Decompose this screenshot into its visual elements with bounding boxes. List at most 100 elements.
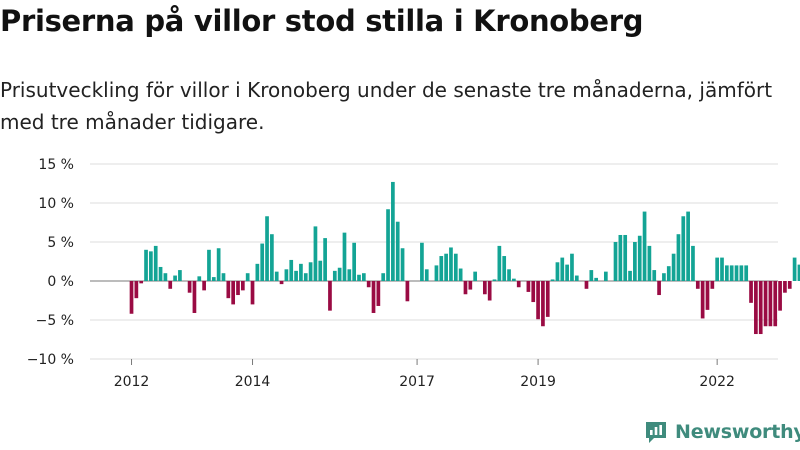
x-tick-label: 2022 — [699, 374, 735, 390]
bar — [395, 221, 400, 281]
bar — [773, 281, 778, 327]
bar — [729, 265, 734, 281]
bar — [603, 271, 608, 281]
bar — [778, 281, 782, 311]
bar — [734, 265, 739, 281]
bar — [376, 281, 381, 306]
bar — [236, 281, 240, 296]
bars — [129, 181, 800, 335]
bar — [366, 281, 371, 288]
bar — [541, 281, 545, 327]
bar — [531, 281, 536, 303]
bar — [657, 281, 661, 296]
bar — [686, 211, 690, 281]
bar — [270, 234, 274, 281]
bar — [284, 269, 289, 281]
bar — [449, 247, 453, 281]
bar — [482, 281, 487, 295]
bar — [226, 281, 231, 299]
bar — [357, 274, 361, 281]
bar — [221, 273, 226, 281]
bar — [352, 242, 357, 281]
bar — [797, 264, 800, 281]
bar — [149, 251, 153, 281]
bar — [473, 271, 478, 281]
bar — [565, 264, 569, 281]
bar — [231, 281, 236, 305]
bar — [555, 262, 560, 281]
bar — [328, 281, 332, 311]
newsworthy-logo[interactable]: Newsworthy — [643, 419, 800, 445]
bar — [308, 262, 313, 281]
bar — [783, 281, 787, 293]
bar — [787, 281, 792, 289]
bar — [768, 281, 773, 327]
bar — [671, 253, 676, 281]
y-tick-label: −5 % — [36, 313, 74, 329]
bar — [584, 281, 589, 289]
bar — [129, 281, 134, 314]
bar — [618, 234, 623, 281]
bar — [560, 257, 565, 281]
bar — [468, 281, 473, 290]
bar — [758, 281, 763, 335]
bar — [386, 209, 390, 281]
bar — [274, 271, 279, 281]
x-tick-label: 2012 — [114, 374, 150, 390]
bar — [749, 281, 753, 303]
y-axis-tick-labels: −10 % −5 % 0 % 5 % 10 % 15 % — [27, 157, 74, 368]
bar — [178, 270, 182, 281]
bar — [289, 259, 294, 281]
bar — [294, 270, 298, 281]
bar — [197, 276, 202, 281]
bar — [589, 270, 594, 281]
y-tick-label: 10 % — [38, 196, 74, 212]
bar — [158, 266, 163, 281]
bar — [763, 281, 768, 327]
bar — [444, 253, 448, 281]
bar — [192, 281, 197, 313]
bar — [337, 267, 342, 281]
x-axis: 201220142017201920222024 — [114, 359, 735, 390]
bar — [173, 275, 177, 281]
bar — [279, 281, 284, 285]
bar — [536, 281, 540, 320]
bar — [216, 248, 221, 281]
bar — [381, 273, 386, 281]
bar — [168, 281, 173, 289]
bar — [332, 270, 337, 281]
bar — [260, 243, 265, 281]
bar — [666, 266, 671, 281]
chart-subtitle: Prisutveckling för villor i Kronoberg un… — [0, 78, 773, 134]
bar — [662, 273, 666, 281]
bar — [391, 181, 395, 281]
bar — [313, 226, 318, 281]
bar — [545, 281, 550, 317]
bar — [245, 273, 250, 281]
bar — [516, 281, 521, 288]
bar — [676, 234, 681, 281]
brand-name: Newsworthy — [675, 421, 800, 443]
bar — [744, 265, 749, 281]
bar — [705, 281, 710, 310]
bar — [715, 257, 720, 281]
bar — [792, 257, 797, 281]
bar — [502, 256, 507, 281]
bar — [420, 242, 424, 281]
x-tick-label: 2014 — [235, 374, 271, 390]
bar — [139, 281, 144, 284]
bar — [695, 281, 700, 289]
bar — [361, 273, 366, 281]
bar — [371, 281, 376, 313]
bar — [299, 263, 303, 281]
bar — [637, 235, 642, 281]
bar — [323, 238, 327, 281]
y-tick-label: 0 % — [47, 274, 74, 290]
bar — [153, 245, 158, 281]
bar — [594, 277, 599, 281]
bar — [463, 281, 468, 295]
bar — [497, 245, 502, 281]
bar — [739, 265, 744, 281]
bar — [400, 248, 405, 281]
